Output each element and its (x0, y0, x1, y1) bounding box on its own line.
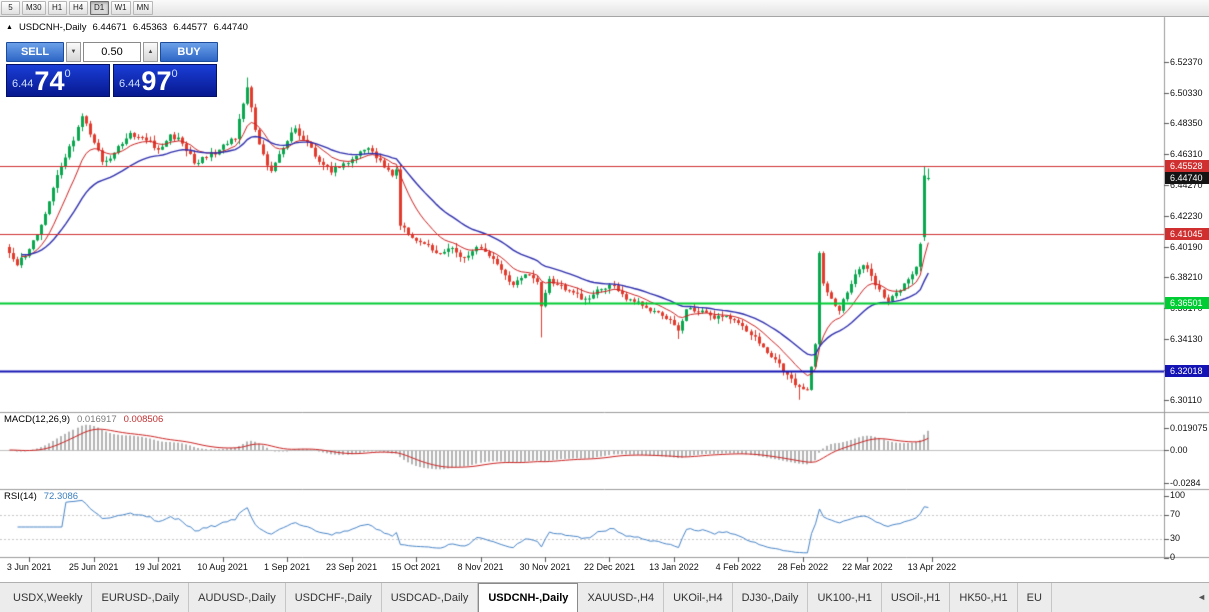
time-axis-label: 15 Oct 2021 (391, 562, 441, 572)
time-axis-label: 4 Feb 2022 (715, 562, 762, 572)
rsi-tick-label: 0 (1170, 552, 1176, 562)
ohlc-high-value: 6.45363 (132, 22, 168, 33)
tab-xauusd-h4[interactable]: XAUUSD-,H4 (578, 583, 665, 612)
rsi-tick-label: 100 (1170, 490, 1186, 500)
time-axis-label: 22 Dec 2021 (583, 562, 635, 572)
sell-price-pipette: 0 (64, 68, 71, 80)
time-axis-label: 28 Feb 2022 (777, 562, 829, 572)
time-axis-label: 25 Jun 2021 (68, 562, 119, 572)
buy-button[interactable]: BUY (160, 42, 218, 62)
trade-quotes-row: 6.44 74 0 6.44 97 0 (6, 64, 220, 97)
tab-ukoil-h4[interactable]: UKOil-,H4 (664, 583, 733, 612)
price-tick-label: 6.42230 (1170, 211, 1203, 222)
timeframe-button-w1[interactable]: W1 (110, 1, 131, 15)
price-axis: 6.52370 6.50330 6.48350 6.46310 6.44270 6.422… (1165, 0, 1209, 580)
rsi-indicator-label: RSI(14) 72.3086 (4, 491, 78, 502)
tab-usdchf-daily[interactable]: USDCHF-,Daily (286, 583, 382, 612)
time-axis-label: 30 Nov 2021 (519, 562, 571, 572)
level-price-tag: 6.41045 (1165, 228, 1209, 241)
timeframe-toolbar: 5 M30 H1 H4 D1 W1 MN (0, 0, 1209, 17)
macd-name: MACD(12,26,9) (4, 414, 70, 425)
one-click-trading-panel: SELL ▼ ▲ BUY 6.44 74 0 6.44 97 0 (6, 42, 220, 97)
tab-uk100-h1[interactable]: UK100-,H1 (808, 583, 882, 612)
time-axis-label: 13 Jan 2022 (649, 562, 699, 572)
price-tick-label: 6.40190 (1170, 242, 1203, 253)
timeframe-button-h4[interactable]: H4 (68, 1, 88, 15)
tab-usdcnh-daily[interactable]: USDCNH-,Daily (478, 583, 579, 612)
timeframe-button-mn[interactable]: MN (132, 1, 154, 15)
price-tick-label: 6.38210 (1170, 272, 1203, 283)
macd-tick-label: 0.019075 (1170, 423, 1208, 434)
time-axis-label: 19 Jul 2021 (134, 562, 182, 572)
macd-indicator-label: MACD(12,26,9) 0.016917 0.008506 (4, 414, 163, 425)
time-axis-label: 1 Sep 2021 (264, 562, 311, 572)
ohlc-low-value: 6.44577 (173, 22, 208, 33)
chart-symbol-label: USDCNH-,Daily (18, 22, 87, 33)
ohlc-open-value: 6.44671 (92, 22, 127, 33)
tab-usdcad-daily[interactable]: USDCAD-,Daily (382, 583, 479, 612)
rsi-value: 72.3086 (43, 491, 79, 502)
time-axis-label: 13 Apr 2022 (907, 562, 957, 572)
lot-decrease-button[interactable]: ▼ (66, 42, 81, 62)
timeframe-button-m30[interactable]: M30 (22, 1, 46, 15)
level-price-tag: 6.45528 (1165, 159, 1209, 172)
trade-controls-row: SELL ▼ ▲ BUY (6, 42, 220, 62)
buy-price-quote[interactable]: 6.44 97 0 (113, 64, 217, 97)
price-tick-label: 6.30110 (1170, 395, 1202, 406)
timeframe-button-h1[interactable]: H1 (47, 1, 67, 15)
buy-price-pips: 97 (141, 66, 172, 96)
symbol-direction-icon: ▲ (6, 24, 13, 31)
level-price-tag: 6.32018 (1165, 365, 1209, 378)
price-tick-label: 6.48350 (1170, 118, 1203, 129)
macd-main-value: 0.016917 (77, 414, 117, 425)
tab-usoil-h1[interactable]: USOil-,H1 (882, 583, 951, 612)
tab-usdx-weekly[interactable]: USDX,Weekly (4, 583, 93, 612)
tab-eurusd-daily[interactable]: EURUSD-,Daily (92, 583, 190, 612)
macd-signal-value: 0.008506 (123, 414, 164, 425)
time-axis-label: 3 Jun 2021 (6, 562, 52, 572)
timeframe-button-5[interactable]: 5 (1, 1, 20, 15)
time-axis-label: 22 Mar 2022 (842, 562, 893, 572)
chart-ohlc-readout: ▲ USDCNH-,Daily 6.44671 6.45363 6.44577 … (6, 22, 248, 33)
lot-size-input[interactable] (83, 42, 141, 62)
tab-dj30-daily[interactable]: DJ30-,Daily (733, 583, 809, 612)
price-tick-label: 6.34130 (1170, 334, 1203, 345)
price-tick-label: 6.44270 (1170, 180, 1203, 191)
chart-tabs: USDX,Weekly EURUSD-,Daily AUDUSD-,Daily USD… (0, 583, 1192, 612)
macd-tick-label: -0.0284 (1170, 477, 1201, 488)
rsi-name: RSI(14) (4, 491, 37, 502)
tab-scroll-left-icon[interactable]: ◄ (1197, 592, 1206, 602)
tab-audusd-daily[interactable]: AUDUSD-,Daily (189, 583, 286, 612)
rsi-tick-label: 30 (1170, 533, 1181, 544)
price-tick-label: 6.52370 (1170, 57, 1203, 67)
time-axis-label: 23 Sep 2021 (326, 562, 378, 572)
tab-eu[interactable]: EU (1018, 583, 1052, 612)
time-axis-label: 8 Nov 2021 (457, 562, 504, 572)
buy-price-prefix: 6.44 (119, 78, 141, 90)
time-axis: 3 Jun 2021 25 Jun 2021 19 Jul 2021 10 Aug 2… (0, 560, 1164, 580)
lot-increase-button[interactable]: ▲ (143, 42, 158, 62)
sell-price-pips: 74 (34, 66, 65, 96)
tab-hk50-h1[interactable]: HK50-,H1 (950, 583, 1018, 612)
macd-tick-label: 0.00 (1170, 445, 1188, 455)
price-tick-label: 6.50330 (1170, 88, 1203, 98)
ohlc-close-value: 6.44740 (213, 22, 248, 33)
timeframe-button-d1[interactable]: D1 (89, 1, 109, 15)
time-axis-label: 10 Aug 2021 (197, 562, 248, 572)
sell-button[interactable]: SELL (6, 42, 64, 62)
buy-price-pipette: 0 (171, 68, 178, 80)
price-tick-label: 6.46310 (1170, 149, 1203, 160)
current-price-tag: 6.44740 (1165, 171, 1209, 184)
rsi-tick-label: 70 (1170, 508, 1181, 519)
sell-price-quote[interactable]: 6.44 74 0 (6, 64, 110, 97)
chart-tab-bar: USDX,Weekly EURUSD-,Daily AUDUSD-,Daily USD… (0, 582, 1209, 612)
level-price-tag: 6.36501 (1165, 297, 1209, 310)
sell-price-prefix: 6.44 (12, 78, 34, 90)
